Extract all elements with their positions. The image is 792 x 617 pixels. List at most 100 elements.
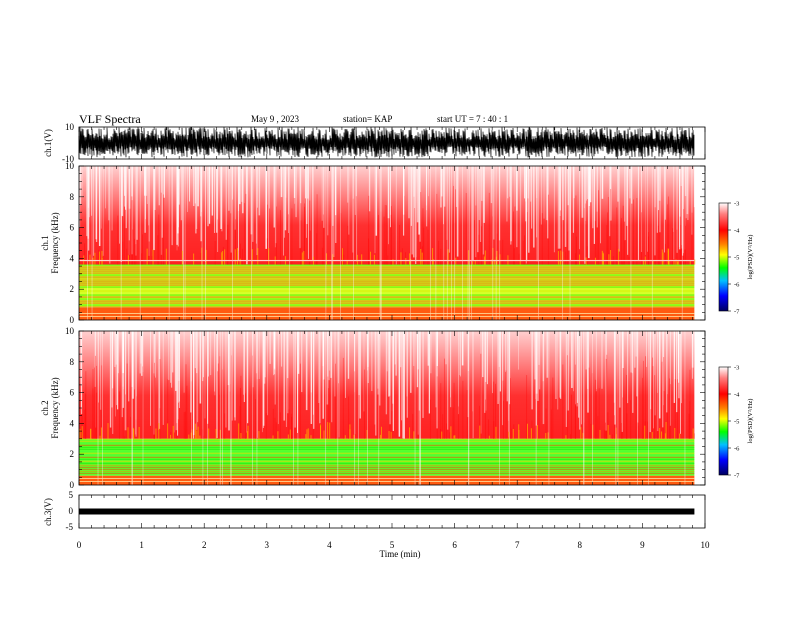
ch1-spectrogram-ylabel-channel: ch.1 bbox=[40, 235, 50, 250]
spectrogram-streak bbox=[677, 230, 678, 265]
spectrogram-burst bbox=[489, 436, 490, 439]
spectrogram-gap bbox=[616, 331, 617, 485]
spectrogram-burst bbox=[603, 253, 604, 265]
y-tick-label: 10 bbox=[65, 326, 75, 336]
spectrogram-streak bbox=[493, 382, 494, 439]
x-tick-label: 7 bbox=[515, 540, 520, 550]
spectrogram-line bbox=[79, 316, 694, 317]
spectrogram-streak bbox=[135, 244, 136, 264]
spectrogram-streak bbox=[623, 206, 624, 265]
spectrogram-streak bbox=[488, 419, 489, 438]
spectrogram-gap bbox=[268, 166, 269, 261]
spectrogram-gap bbox=[419, 331, 420, 485]
spectrogram-gap bbox=[577, 331, 578, 406]
spectrogram-burst bbox=[659, 428, 660, 439]
spectrogram-gap bbox=[413, 331, 414, 366]
spectrogram-streak bbox=[378, 215, 379, 265]
ch1-waveform-panel: 10 -10 ch.1(V) bbox=[43, 122, 705, 164]
spectrogram-stripe bbox=[79, 461, 694, 462]
spectrogram-gap bbox=[396, 331, 397, 376]
spectrogram-burst bbox=[475, 261, 476, 265]
spectrogram-burst bbox=[678, 261, 679, 264]
spectrogram-gap bbox=[587, 166, 588, 199]
spectrogram-burst bbox=[370, 252, 371, 265]
spectrogram-stripe bbox=[79, 451, 694, 452]
spectrogram-gap bbox=[447, 331, 448, 430]
spectrogram-streak bbox=[506, 370, 507, 438]
spectrogram-gap bbox=[159, 166, 160, 205]
spectrogram-gap bbox=[327, 166, 328, 235]
spectrogram-gap bbox=[678, 331, 679, 373]
colorbar-tick-label: -7 bbox=[734, 473, 740, 480]
spectrogram-burst bbox=[432, 248, 433, 265]
spectrogram-streak bbox=[124, 196, 125, 265]
spectrogram-burst bbox=[674, 428, 675, 439]
spectrogram-stripe bbox=[79, 465, 694, 466]
spectrogram-gap bbox=[462, 331, 464, 365]
spectrogram-streak bbox=[511, 429, 512, 439]
spectrogram-burst bbox=[170, 435, 171, 439]
ch3-waveform-ylabel: ch.3(V) bbox=[43, 498, 53, 526]
spectrogram-burst bbox=[102, 258, 103, 265]
colorbar-tick-label: -7 bbox=[734, 309, 740, 316]
spectrogram-gap bbox=[353, 166, 354, 320]
spectrogram-streak bbox=[242, 249, 243, 265]
spectrogram-gap bbox=[436, 166, 437, 320]
spectrogram-stripe bbox=[79, 273, 694, 274]
spectrogram-gap bbox=[507, 166, 508, 198]
spectrogram-gap bbox=[516, 166, 517, 211]
spectrogram-gap bbox=[505, 331, 506, 372]
spectrogram-gap bbox=[80, 166, 81, 205]
spectrogram-gap bbox=[415, 331, 416, 485]
spectrogram-burst bbox=[400, 252, 401, 264]
spectrogram-streak bbox=[599, 388, 600, 439]
spectrogram-gap bbox=[573, 331, 574, 391]
spectrogram-gap bbox=[631, 166, 632, 204]
spectrogram-burst bbox=[652, 432, 653, 439]
spectrogram-gap bbox=[582, 166, 584, 218]
spectrogram-gap bbox=[676, 331, 677, 412]
spectrogram-streak bbox=[689, 414, 690, 439]
spectrogram-gap bbox=[585, 166, 586, 203]
spectrogram-gap bbox=[322, 166, 323, 221]
spectrogram-gap bbox=[266, 166, 267, 238]
spectrogram-streak bbox=[462, 381, 463, 439]
spectrogram-gap bbox=[338, 331, 339, 383]
spectrogram-streak bbox=[378, 389, 379, 439]
spectrogram-gap bbox=[631, 331, 632, 372]
spectrogram-burst bbox=[454, 435, 455, 439]
spectrogram-streak bbox=[384, 217, 385, 265]
spectrogram-streak bbox=[356, 196, 357, 264]
spectrogram-stripe bbox=[79, 453, 694, 454]
spectrogram-burst bbox=[290, 430, 291, 439]
spectrogram-streak bbox=[454, 383, 455, 439]
spectrogram-stripe bbox=[79, 279, 694, 280]
spectrogram-gap bbox=[191, 331, 192, 485]
spectrogram-gap bbox=[533, 166, 534, 248]
spectrogram-stripe bbox=[79, 467, 694, 468]
colorbar-tick-label: -5 bbox=[734, 419, 739, 426]
colorbar-tick-label: -5 bbox=[734, 255, 739, 262]
spectrogram-gap bbox=[565, 166, 566, 247]
spectrogram-gap bbox=[581, 331, 582, 424]
spectrogram-burst bbox=[128, 255, 129, 264]
spectrogram-gap bbox=[492, 331, 493, 393]
spectrogram-stripe bbox=[79, 271, 694, 272]
spectrogram-gap bbox=[547, 331, 549, 378]
spectrogram-streak bbox=[458, 406, 459, 438]
spectrogram-burst bbox=[327, 422, 328, 439]
spectrogram-streak bbox=[677, 379, 678, 439]
spectrogram-gap bbox=[183, 166, 184, 320]
spectrogram-stripe bbox=[79, 469, 694, 470]
spectrogram-gap bbox=[345, 331, 346, 398]
spectrogram-gap bbox=[388, 331, 390, 397]
spectrogram-gap bbox=[285, 166, 286, 198]
spectrogram-gap bbox=[208, 331, 209, 377]
spectrogram-burst bbox=[311, 435, 312, 439]
spectrogram-streak bbox=[596, 389, 597, 439]
spectrogram-streak bbox=[430, 400, 431, 439]
spectrogram-gap bbox=[694, 166, 695, 207]
spectrogram-gap bbox=[125, 331, 126, 394]
